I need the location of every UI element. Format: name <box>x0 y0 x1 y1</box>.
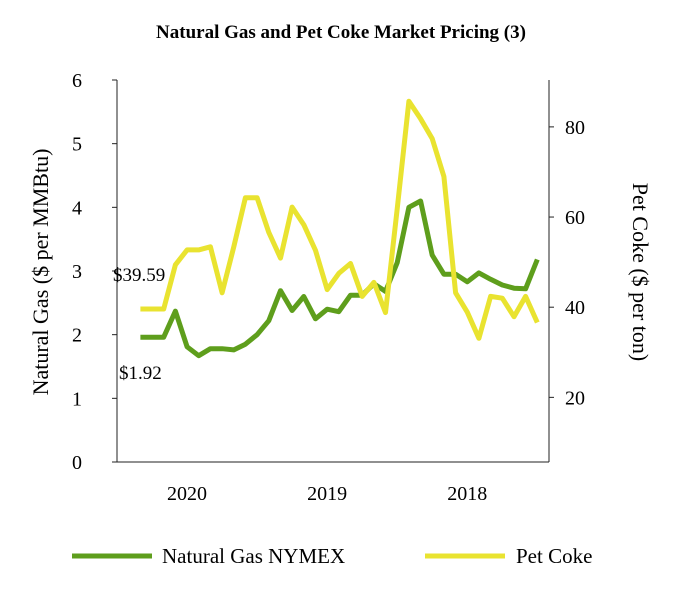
natural-gas-series-line <box>140 198 540 359</box>
right-tick-label: 80 <box>565 117 585 139</box>
x-tick-label: 2018 <box>447 483 487 505</box>
x-tick-label: 2020 <box>167 483 207 505</box>
legend-label-pet-coke: Pet Coke <box>516 544 592 568</box>
pet-coke-start-label: $39.59 <box>113 265 165 286</box>
right-tick-label: 40 <box>565 297 585 319</box>
legend-label-natural-gas: Natural Gas NYMEX <box>162 544 345 568</box>
left-tick-label: 1 <box>72 388 82 410</box>
chart-title: Natural Gas and Pet Coke Market Pricing … <box>156 22 526 43</box>
natural-gas-start-label: $1.92 <box>119 363 162 384</box>
x-tick-label: 2019 <box>307 483 347 505</box>
legend: Natural Gas NYMEX Pet Coke <box>72 544 592 568</box>
plot-area: 0 1 2 3 4 5 6 20 40 60 80 2020 2019 2018 <box>72 70 585 505</box>
left-tick-label: 6 <box>72 70 82 92</box>
left-tick-label: 5 <box>72 134 82 156</box>
right-tick-label: 20 <box>565 387 585 409</box>
left-tick-label: 0 <box>72 452 82 474</box>
right-axis-title: Pet Coke ($ per ton) <box>628 183 653 361</box>
left-tick-label: 3 <box>72 261 82 283</box>
pet-coke-series-line <box>140 98 540 341</box>
right-tick-label: 60 <box>565 207 585 229</box>
left-tick-label: 4 <box>72 197 82 219</box>
left-tick-label: 2 <box>72 325 82 347</box>
left-axis-title: Natural Gas ($ per MMBtu) <box>28 149 53 396</box>
